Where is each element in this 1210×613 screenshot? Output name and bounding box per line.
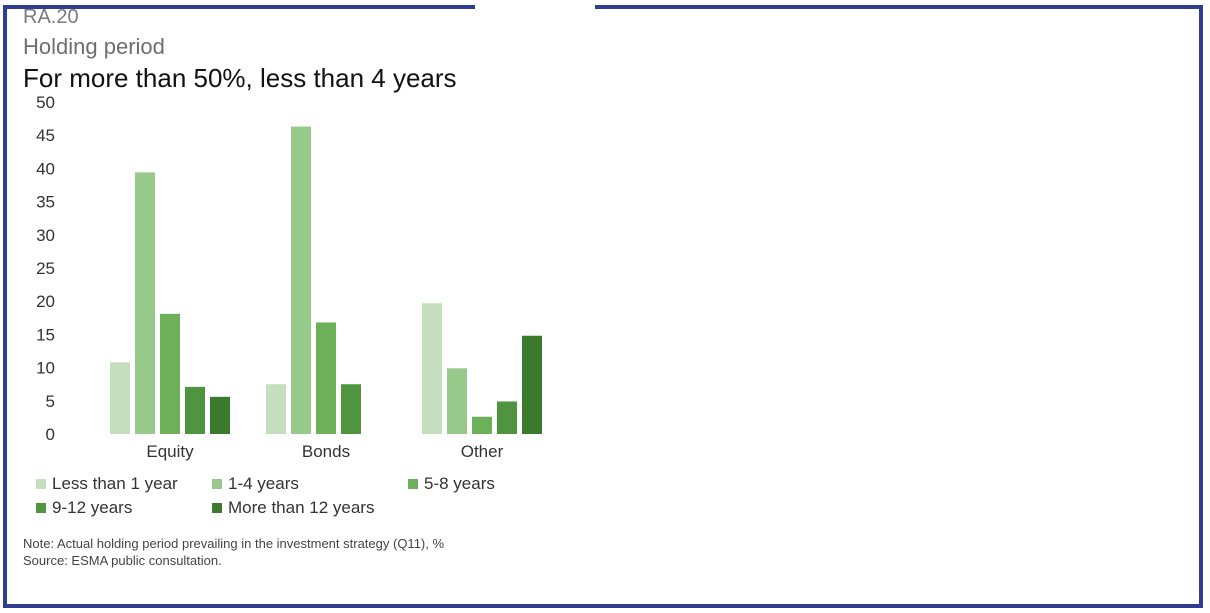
chart-note: Note: Actual holding period prevailing i… [23,535,444,569]
y-tick-label: 25 [36,259,55,278]
y-tick-label: 0 [46,425,55,444]
bar-other-1 [447,368,467,434]
legend-label: Less than 1 year [52,474,178,493]
legend-item: 9-12 years [36,498,132,518]
bar-equity-2 [160,313,180,434]
legend-swatch [36,479,46,489]
legend-swatch [212,503,222,513]
bar-equity-3 [185,386,205,434]
legend-label: 9-12 years [52,498,133,517]
y-tick-label: 10 [36,359,55,378]
bar-other-0 [422,303,442,434]
bar-other-4 [522,335,542,434]
bar-other-3 [497,401,517,434]
legend-label: 1-4 years [228,474,299,493]
legend-swatch [212,479,222,489]
y-tick-label: 35 [36,193,55,212]
chart-label: Holding period [23,34,165,59]
bar-bonds-0 [266,384,286,434]
frame-gap [475,5,595,9]
bar-other-2 [472,416,492,434]
bar-bonds-1 [291,126,311,435]
y-tick-label: 40 [36,159,55,178]
x-category-label: Bonds [302,442,350,461]
legend-item: More than 12 years [212,498,374,518]
y-tick-label: 20 [36,292,55,311]
legend-label: 5-8 years [424,474,495,493]
source-text: Source: ESMA public consultation. [23,553,222,568]
bar-bonds-3 [341,384,361,434]
y-tick-label: 15 [36,325,55,344]
legend-swatch [408,479,418,489]
y-tick-label: 50 [36,93,55,112]
legend-label: More than 12 years [228,498,375,517]
legend-item: 1-4 years [212,474,299,494]
x-category-label: Other [461,442,504,461]
bar-equity-1 [135,172,155,434]
y-tick-label: 5 [46,392,55,411]
legend-item: Less than 1 year [36,474,178,494]
x-category-label: Equity [146,442,194,461]
bar-bonds-2 [316,322,336,434]
chart-code: RA.20 [23,6,79,28]
legend-swatch [36,503,46,513]
bar-equity-0 [110,362,130,434]
chart-title: For more than 50%, less than 4 years [23,63,457,93]
y-tick-label: 45 [36,126,55,145]
chart-frame [3,5,1203,608]
legend-item: 5-8 years [408,474,495,494]
y-tick-label: 30 [36,226,55,245]
note-text: Note: Actual holding period prevailing i… [23,536,445,551]
bar-equity-4 [210,396,230,434]
